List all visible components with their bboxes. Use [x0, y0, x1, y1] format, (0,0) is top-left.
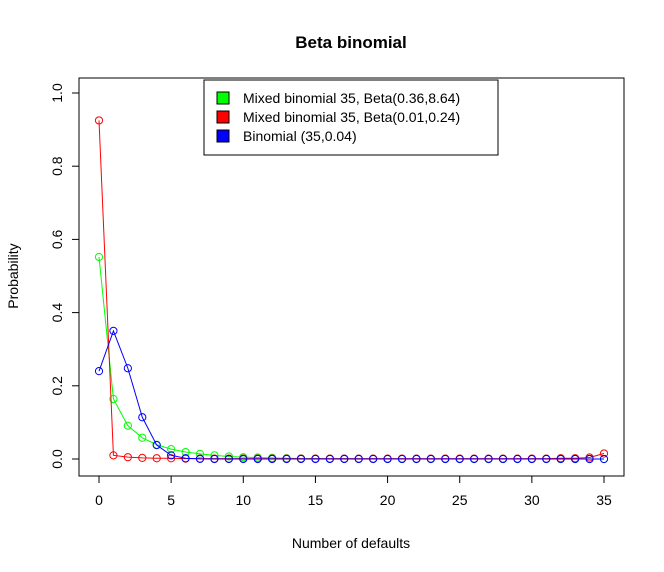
series-3-point	[325, 454, 334, 464]
x-tick-label: 15	[308, 492, 324, 508]
series-2-point	[94, 116, 104, 125]
series-3-point	[210, 454, 219, 464]
series-2-point	[109, 451, 118, 460]
x-tick-label: 20	[380, 492, 396, 508]
x-tick-label: 35	[596, 492, 612, 508]
series-3-point	[167, 451, 176, 460]
series-3-point	[224, 454, 233, 464]
series-3-point	[585, 454, 594, 464]
series-2-point	[152, 454, 161, 463]
series-3-point	[340, 454, 349, 464]
series-2-point	[599, 449, 609, 458]
legend-label: Mixed binomial 35, Beta(0.01,0.24)	[243, 109, 460, 125]
series-3-point	[109, 326, 118, 335]
series-3-line	[98, 329, 604, 460]
y-tick-label: 1.0	[49, 83, 65, 103]
series-3-point	[296, 454, 306, 464]
series-3-point	[513, 454, 522, 464]
y-axis-label: Probability	[5, 243, 21, 308]
series-3-point	[542, 454, 551, 464]
x-tick-label: 0	[95, 492, 103, 508]
y-tick-label: 0.0	[49, 449, 65, 469]
x-tick-label: 10	[235, 492, 251, 508]
legend-swatch	[216, 91, 230, 105]
series-3-point	[599, 454, 609, 464]
series-3-point	[498, 454, 508, 464]
series-2-point	[138, 453, 147, 463]
legend: Mixed binomial 35, Beta(0.36,8.64) Mixed …	[203, 79, 499, 156]
series-3-point	[239, 454, 248, 464]
series-3	[94, 326, 609, 464]
series-3-point	[369, 454, 378, 464]
series-3-point	[383, 454, 392, 464]
series-1-point	[138, 433, 147, 442]
series-1-point	[109, 394, 118, 404]
series-1-point	[167, 445, 176, 454]
series-3-point	[397, 454, 407, 464]
series-2-point	[167, 454, 176, 463]
x-axis-label: Number of defaults	[292, 535, 410, 551]
series-1-point	[94, 252, 104, 262]
legend-swatch	[216, 110, 230, 124]
legend-box	[203, 79, 499, 156]
series-3-point	[426, 454, 435, 464]
series-2-point	[123, 453, 132, 462]
series-1-point	[224, 452, 233, 461]
y-axis: 0.0 0.2 0.4 0.6 0.8 1.0	[49, 83, 80, 469]
series-3-point	[152, 440, 161, 450]
y-tick-label: 0.2	[49, 376, 65, 396]
series-3-point	[268, 454, 277, 464]
series-1-point	[123, 421, 132, 430]
series-3-point	[441, 454, 450, 464]
series-3-point	[138, 413, 147, 422]
series-3-point	[455, 454, 464, 464]
x-tick-label: 5	[167, 492, 175, 508]
series-3-point	[282, 454, 291, 464]
series-3-point	[527, 454, 536, 464]
series-3-point	[253, 454, 262, 464]
series-3-point	[484, 454, 493, 464]
y-tick-label: 0.8	[49, 156, 65, 176]
legend-label: Mixed binomial 35, Beta(0.36,8.64)	[243, 90, 460, 106]
series-1-point	[195, 449, 205, 458]
x-tick-label: 30	[524, 492, 540, 508]
y-tick-label: 0.4	[49, 303, 65, 323]
series-3-point	[571, 454, 580, 464]
series-3-point	[94, 367, 104, 376]
y-tick-label: 0.6	[49, 229, 65, 249]
chart-title: Beta binomial	[295, 33, 406, 52]
series-3-point	[123, 364, 132, 373]
legend-swatch	[216, 129, 230, 143]
series-3-point	[556, 454, 565, 464]
series-1-point	[181, 447, 190, 457]
series-3-point	[181, 454, 190, 463]
series-3-point	[354, 454, 363, 464]
x-tick-label: 25	[452, 492, 468, 508]
series-3-point	[311, 454, 320, 464]
series-3-point	[195, 454, 205, 463]
series-3-point	[412, 454, 421, 464]
legend-label: Binomial (35,0.04)	[243, 128, 357, 144]
x-axis: 0 5 10 15 20 25 30 35	[95, 475, 612, 508]
series-layer	[94, 116, 609, 464]
series-3-point	[470, 454, 479, 464]
